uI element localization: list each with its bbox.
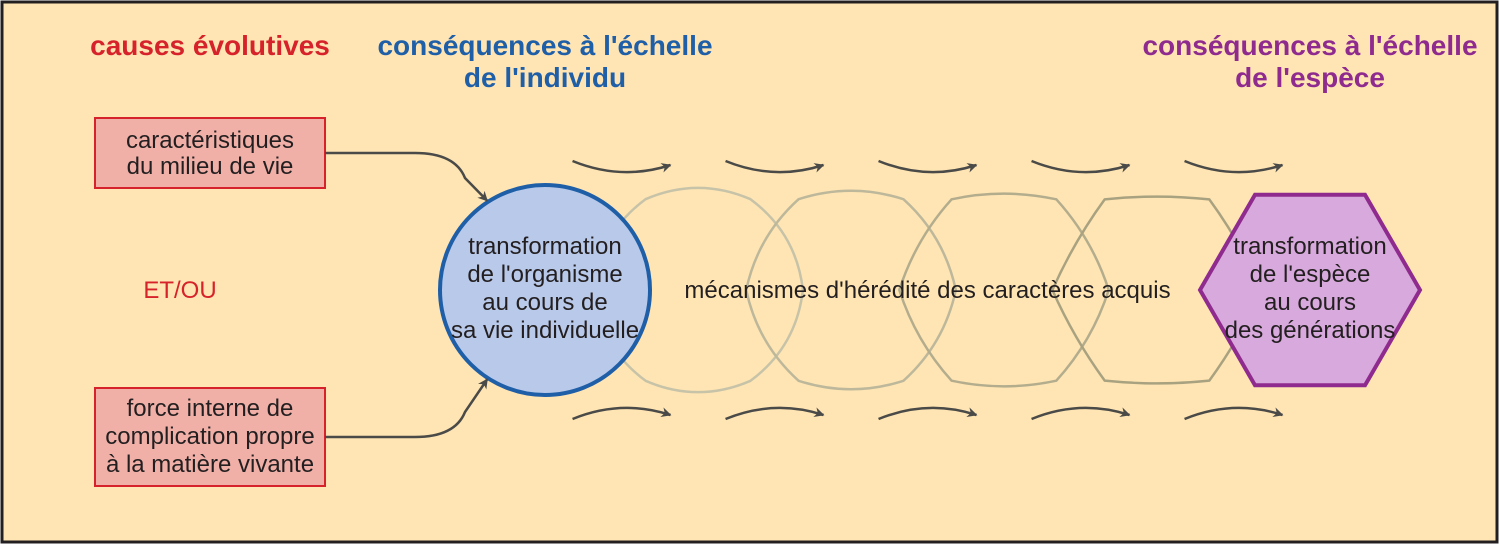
svg-text:transformation: transformation bbox=[468, 233, 621, 260]
svg-text:transformation: transformation bbox=[1233, 233, 1386, 260]
svg-text:conséquences à l'échelle: conséquences à l'échelle bbox=[1142, 30, 1477, 61]
etou-label: ET/OU bbox=[143, 277, 216, 304]
svg-text:de l'individu: de l'individu bbox=[464, 62, 626, 93]
svg-text:de l'espèce: de l'espèce bbox=[1250, 261, 1371, 288]
heredity-label: mécanismes d'hérédité des caractères acq… bbox=[684, 277, 1170, 304]
svg-text:des générations: des générations bbox=[1225, 317, 1396, 344]
svg-text:au cours de: au cours de bbox=[482, 289, 607, 316]
svg-text:conséquences à l'échelle: conséquences à l'échelle bbox=[377, 30, 712, 61]
svg-text:au cours: au cours bbox=[1264, 289, 1356, 316]
svg-text:de l'organisme: de l'organisme bbox=[467, 261, 622, 288]
cause-box-milieu-l2: du milieu de vie bbox=[127, 153, 294, 180]
svg-text:sa vie individuelle: sa vie individuelle bbox=[451, 317, 639, 344]
cause-box-force-l3: à la matière vivante bbox=[106, 451, 314, 478]
cause-box-force-l2: complication propre bbox=[105, 423, 314, 450]
header-causes: causes évolutives bbox=[90, 30, 330, 61]
cause-box-force-l1: force interne de bbox=[127, 395, 294, 422]
svg-text:de l'espèce: de l'espèce bbox=[1235, 62, 1385, 93]
cause-box-milieu-l1: caractéristiques bbox=[126, 127, 294, 154]
